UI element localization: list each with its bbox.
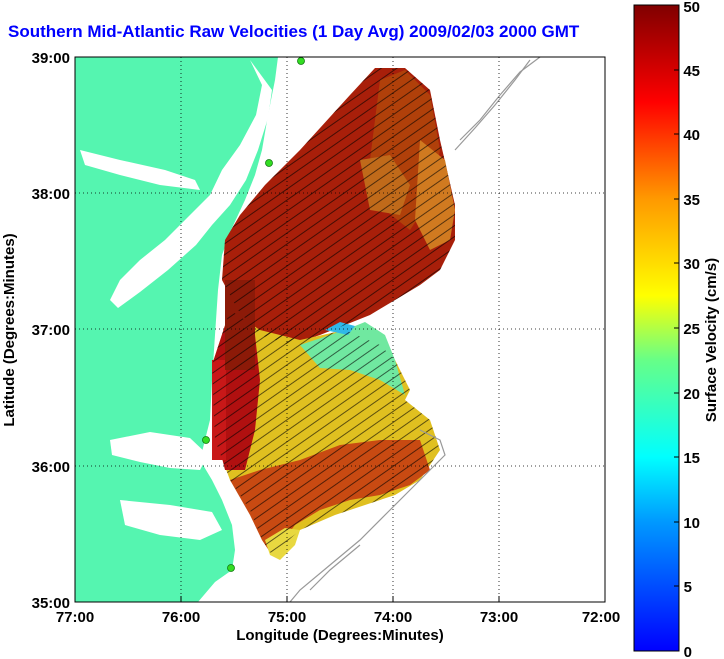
x-tick-label: 75:00 <box>268 609 306 626</box>
colorbar-tick-label: 10 <box>683 515 700 532</box>
x-tick-label: 74:00 <box>374 609 412 626</box>
sound-water-2 <box>120 500 222 540</box>
colorbar-tick-label: 30 <box>683 256 700 273</box>
y-tick-label: 39:00 <box>32 50 70 67</box>
x-axis-label: Longitude (Degrees:Minutes) <box>236 627 444 644</box>
x-tick-marks <box>74 596 606 602</box>
x-tick-label: 76:00 <box>162 609 200 626</box>
colorbar-tick-label: 20 <box>683 386 700 403</box>
map-title: Southern Mid-Atlantic Raw Velocities (1 … <box>8 22 580 41</box>
bay-water <box>110 60 272 308</box>
sound-water <box>110 432 208 470</box>
colorbar <box>633 4 680 652</box>
colorbar-tick-label: 50 <box>683 0 700 16</box>
y-axis-label: Latitude (Degrees:Minutes) <box>1 233 18 426</box>
y-tick-label: 37:00 <box>32 322 70 339</box>
colorbar-tick-label: 5 <box>684 579 692 596</box>
colorbar-tick-label: 25 <box>683 321 700 338</box>
colorbar-tick-label: 15 <box>683 450 700 467</box>
coastal-stations <box>202 57 305 572</box>
x-tick-label: 73:00 <box>480 609 518 626</box>
colorbar-tick-label: 40 <box>683 127 700 144</box>
bathymetry-contours <box>289 57 541 602</box>
colorbar-tick-label: 0 <box>684 644 692 659</box>
x-tick-label: 72:00 <box>582 609 620 626</box>
plot-frame <box>74 56 606 603</box>
x-tick-label: 77:00 <box>56 609 94 626</box>
y-tick-label: 36:00 <box>32 459 70 476</box>
velocity-field <box>212 68 455 560</box>
colorbar-label: Surface Velocity (cm/s) <box>703 258 720 422</box>
grid-lines <box>75 57 605 602</box>
bay-inlet <box>80 150 200 190</box>
y-tick-label: 35:00 <box>32 595 70 612</box>
colorbar-tick-label: 45 <box>683 63 700 80</box>
colorbar-tick-label: 35 <box>683 192 700 209</box>
y-tick-label: 38:00 <box>32 186 70 203</box>
colorbar-tick-marks <box>674 4 679 652</box>
